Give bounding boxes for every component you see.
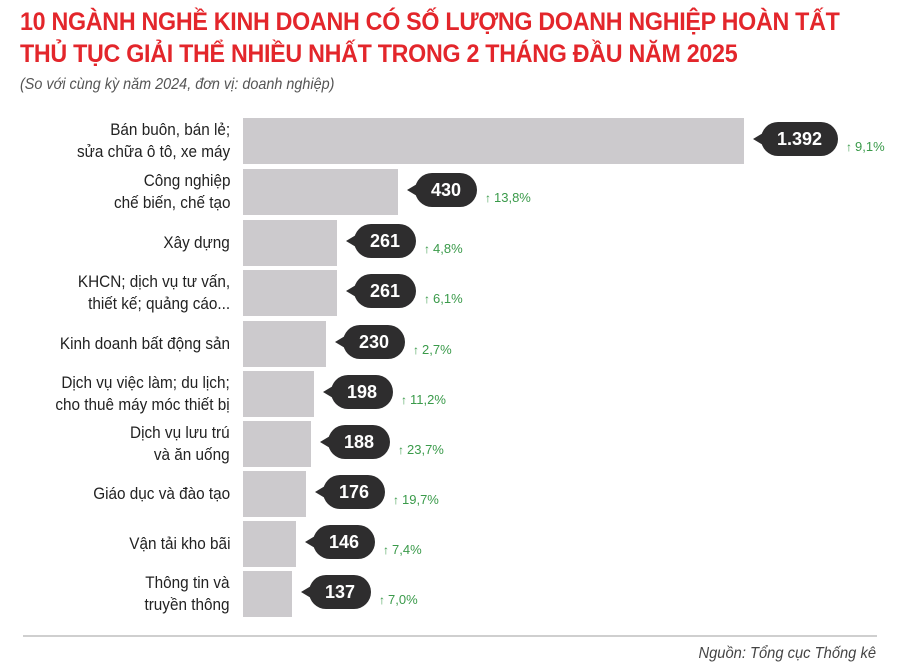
change-percent: 19,7% <box>402 492 439 507</box>
category-label: Công nghiệp chế biến, chế tạo <box>113 169 230 215</box>
category-label: Dịch vụ lưu trú và ăn uống <box>130 421 230 467</box>
chart-row: Giáo dục và đào tạo 176 ↑ 19,7% <box>0 471 900 517</box>
category-label-line-2: sửa chữa ô tô, xe máy <box>76 142 230 161</box>
category-label-line-1: Xây dựng <box>163 233 230 252</box>
bar <box>243 521 296 567</box>
value-bubble: 261 <box>345 274 417 308</box>
chart-row: Dịch vụ lưu trú và ăn uống 188 ↑ 23,7% <box>0 421 900 467</box>
arrow-up-icon: ↑ <box>383 543 389 557</box>
arrow-up-icon: ↑ <box>379 593 385 607</box>
bar <box>243 169 398 215</box>
chart-row: KHCN; dịch vụ tư vấn, thiết kế; quảng cáo… <box>0 270 900 316</box>
change-indicator: ↑ 13,8% <box>485 189 531 207</box>
bar <box>243 371 314 417</box>
chart-row: Vận tải kho bãi 146 ↑ 7,4% <box>0 521 900 567</box>
category-label-line-1: Dịch vụ lưu trú <box>130 423 230 442</box>
change-indicator: ↑ 6,1% <box>424 290 463 308</box>
value-bubble: 198 <box>322 375 394 409</box>
value-bubble: 1.392 <box>752 122 839 156</box>
change-percent: 11,2% <box>410 392 446 407</box>
change-percent: 7,0% <box>388 592 418 607</box>
change-indicator: ↑ 23,7% <box>398 441 444 459</box>
chart-row: Kinh doanh bất động sản 230 ↑ 2,7% <box>0 321 900 367</box>
arrow-up-icon: ↑ <box>485 191 491 205</box>
bar <box>243 118 744 164</box>
bar <box>243 571 292 617</box>
change-indicator: ↑ 4,8% <box>424 240 463 258</box>
category-label-line-1: Công nghiệp <box>143 171 230 190</box>
category-label-line-1: Giáo dục và đào tạo <box>93 484 230 503</box>
bar <box>243 421 311 467</box>
change-indicator: ↑ 7,0% <box>379 591 418 609</box>
category-label-line-1: KHCN; dịch vụ tư vấn, <box>77 272 230 291</box>
value-bubble: 176 <box>314 475 386 509</box>
change-percent: 9,1% <box>855 139 885 154</box>
change-percent: 6,1% <box>433 291 463 306</box>
category-label-line-1: Thông tin và <box>145 573 230 592</box>
arrow-up-icon: ↑ <box>393 493 399 507</box>
value-bubble: 146 <box>304 525 376 559</box>
category-label-line-2: thiết kế; quảng cáo... <box>87 294 230 313</box>
arrow-up-icon: ↑ <box>846 140 852 154</box>
source-note: Nguồn: Tổng cục Thống kê <box>698 645 876 662</box>
change-indicator: ↑ 9,1% <box>846 138 885 156</box>
change-indicator: ↑ 19,7% <box>393 491 439 509</box>
category-label-line-1: Kinh doanh bất động sản <box>59 334 230 353</box>
category-label-line-1: Dịch vụ việc làm; du lịch; <box>61 373 230 392</box>
category-label-line-2: chế biến, chế tạo <box>113 193 230 212</box>
bar <box>243 321 326 367</box>
chart-subtitle: (So với cùng kỳ năm 2024, đơn vị: doanh … <box>20 76 335 93</box>
chart-row: Công nghiệp chế biến, chế tạo 430 ↑ 13,8% <box>0 169 900 215</box>
category-label: Thông tin và truyền thông <box>145 571 230 617</box>
chart-title-line-1: 10 NGÀNH NGHỀ KINH DOANH CÓ SỐ LƯỢNG DOA… <box>20 8 840 36</box>
change-indicator: ↑ 11,2% <box>401 391 446 409</box>
change-percent: 4,8% <box>433 241 463 256</box>
chart-row: Xây dựng 261 ↑ 4,8% <box>0 220 900 266</box>
value-bubble: 230 <box>334 325 406 359</box>
change-indicator: ↑ 2,7% <box>413 341 452 359</box>
chart-title-line-2: THỦ TỤC GIẢI THỂ NHIỀU NHẤT TRONG 2 THÁN… <box>20 40 738 68</box>
bar <box>243 220 337 266</box>
category-label-line-1: Vận tải kho bãi <box>128 534 230 553</box>
change-percent: 13,8% <box>494 190 531 205</box>
bar <box>243 270 337 316</box>
category-label: Bán buôn, bán lẻ; sửa chữa ô tô, xe máy <box>77 118 230 164</box>
category-label: Dịch vụ việc làm; du lịch; cho thuê máy m… <box>56 371 230 417</box>
change-percent: 23,7% <box>407 442 444 457</box>
chart-title: 10 NGÀNH NGHỀ KINH DOANH CÓ SỐ LƯỢNG DOA… <box>20 6 840 70</box>
category-label-line-2: và ăn uống <box>154 445 230 464</box>
category-label: Vận tải kho bãi <box>129 521 230 567</box>
arrow-up-icon: ↑ <box>424 242 430 256</box>
category-label: Giáo dục và đào tạo <box>93 471 230 517</box>
chart-row: Bán buôn, bán lẻ; sửa chữa ô tô, xe máy 1.… <box>0 118 900 164</box>
footer-divider <box>23 635 877 637</box>
category-label: Xây dựng <box>164 220 230 266</box>
value-bubble: 430 <box>406 173 478 207</box>
value-bubble: 137 <box>300 575 372 609</box>
arrow-up-icon: ↑ <box>401 393 407 407</box>
bar <box>243 471 306 517</box>
change-indicator: ↑ 7,4% <box>383 541 422 559</box>
value-bubble: 188 <box>319 425 391 459</box>
category-label-line-1: Bán buôn, bán lẻ; <box>110 120 230 139</box>
category-label: Kinh doanh bất động sản <box>60 321 230 367</box>
arrow-up-icon: ↑ <box>413 343 419 357</box>
chart-row: Thông tin và truyền thông 137 ↑ 7,0% <box>0 571 900 617</box>
change-percent: 7,4% <box>392 542 422 557</box>
arrow-up-icon: ↑ <box>424 292 430 306</box>
value-bubble: 261 <box>345 224 417 258</box>
category-label-line-2: truyền thông <box>144 595 230 614</box>
change-percent: 2,7% <box>422 342 452 357</box>
category-label-line-2: cho thuê máy móc thiết bị <box>55 395 230 414</box>
category-label: KHCN; dịch vụ tư vấn, thiết kế; quảng cáo… <box>78 270 230 316</box>
chart-row: Dịch vụ việc làm; du lịch; cho thuê máy m… <box>0 371 900 417</box>
arrow-up-icon: ↑ <box>398 443 404 457</box>
